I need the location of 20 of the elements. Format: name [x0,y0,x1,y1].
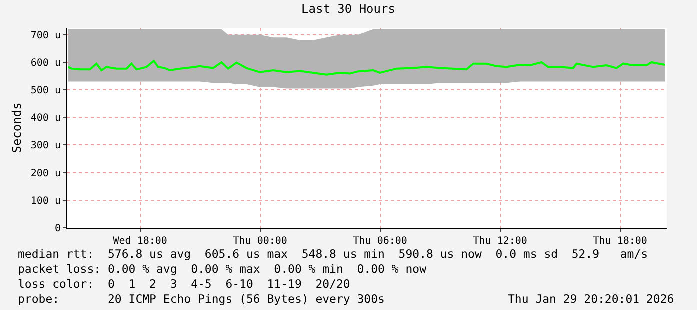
y-tick-label: 300 u [30,140,61,152]
y-tick-label: 600 u [30,58,61,69]
text: Thu Jan 29 20:20:01 2026 [508,292,674,306]
text: packet loss: 0.00 % avg 0.00 % max 0.00 % min 0.00 % now [18,262,427,276]
text: probe: 20 ICMP Echo Pings (56 Bytes) every 300s [18,292,385,306]
x-tick-label: Thu 12:00 [473,236,528,247]
y-tick-label: 200 u [30,168,61,180]
y-tick-label: 700 u [30,30,61,42]
x-tick-label: Thu 00:00 [233,236,288,247]
text: loss color: 0 1 2 3 4-5 6-10 11-19 20/20 [18,277,350,291]
x-tick-label: Thu 06:00 [353,236,408,247]
text: median rtt: 576.8 us avg 605.6 us max 548.8 us min 590.8 us now 0.0 ms sd 52.9 am/s [18,247,648,261]
y-axis-title: Seconds [10,102,24,154]
y-tick-label: 400 u [30,113,61,124]
chart-title: Last 30 Hours [302,2,396,16]
y-tick-label: 0 [54,224,61,234]
y-tick-label: 100 u [30,196,61,207]
x-tick-label: Wed 18:00 [113,236,168,247]
x-tick-label: Thu 18:00 [593,236,648,247]
y-tick-label: 500 u [30,86,61,97]
